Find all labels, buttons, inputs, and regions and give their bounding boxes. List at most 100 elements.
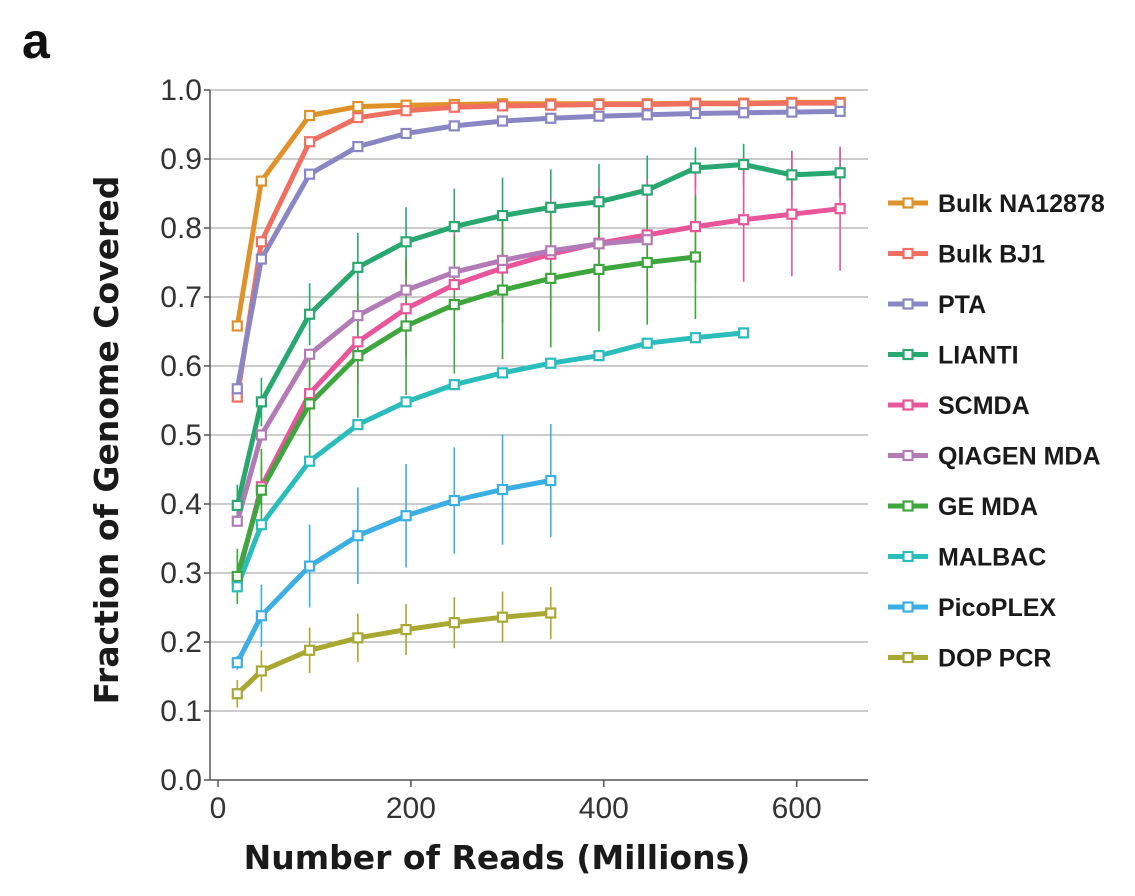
data-point-malbac <box>496 367 509 379</box>
data-point-scmda <box>448 278 460 291</box>
data-point-qiagen-mda <box>496 254 509 267</box>
legend-item-dop-pcr: DOP PCR <box>888 645 1051 673</box>
data-point-qiagen-mda <box>593 238 605 250</box>
data-point-dop-pcr <box>448 617 460 629</box>
legend-swatch-marker <box>902 550 914 563</box>
data-point-malbac <box>400 396 412 408</box>
data-point-dop-pcr <box>231 688 243 700</box>
legend-label: MALBAC <box>938 544 1046 572</box>
data-point-picoplex <box>496 483 509 496</box>
data-point-malbac <box>231 581 243 593</box>
y-tick-label: 0.0 <box>160 764 202 797</box>
data-point-malbac <box>255 519 268 531</box>
y-tick-label: 0.1 <box>160 695 202 728</box>
data-point-picoplex <box>400 510 412 522</box>
legend-item-scmda: SCMDA <box>888 392 1030 420</box>
y-axis-ticks: 0.0 0.1 0.2 0.3 0.4 0.5 0.6 0.7 0.8 0.9 1.0 <box>160 74 210 797</box>
data-point-ge-mda <box>689 251 702 263</box>
x-axis-title: Number of Reads (Millions) <box>244 838 751 877</box>
legend: Bulk NA12878 Bulk BJ1 PTA LIANTI SCMDA QIAGEN… <box>888 190 1105 673</box>
data-point-dop-pcr <box>545 607 557 619</box>
data-point-lianti <box>496 209 509 222</box>
data-point-pta <box>231 383 243 395</box>
data-point-qiagen-mda <box>545 245 557 257</box>
legend-item-lianti: LIANTI <box>888 342 1019 370</box>
x-tick-label: 600 <box>772 792 822 825</box>
legend-label: Bulk BJ1 <box>938 241 1045 269</box>
legend-label: Bulk NA12878 <box>938 190 1105 218</box>
legend-swatch-marker <box>902 348 914 361</box>
data-point-bulk-bj1 <box>545 99 557 111</box>
legend-swatch-marker <box>902 197 914 209</box>
data-point-lianti <box>786 169 798 181</box>
data-point-lianti <box>545 201 557 213</box>
legend-swatch-marker <box>902 247 914 260</box>
data-point-pta <box>834 105 846 117</box>
data-point-qiagen-mda <box>231 515 243 527</box>
data-point-ge-mda <box>400 320 412 332</box>
y-tick-label: 1.0 <box>160 74 202 107</box>
data-point-malbac <box>689 332 702 344</box>
x-tick-label: 0 <box>210 792 227 825</box>
y-tick-label: 0.2 <box>160 626 202 659</box>
data-point-qiagen-mda <box>641 234 653 246</box>
data-point-scmda <box>738 214 750 226</box>
data-point-bulk-na12878 <box>304 109 316 122</box>
data-point-qiagen-mda <box>304 348 316 360</box>
legend-item-picoplex: PicoPLEX <box>888 594 1056 622</box>
data-point-malbac <box>352 419 364 431</box>
legend-label: GE MDA <box>938 493 1038 521</box>
data-point-bulk-bj1 <box>738 98 750 110</box>
legend-swatch-marker <box>902 449 914 462</box>
data-point-lianti <box>304 308 316 320</box>
data-point-scmda <box>400 303 412 315</box>
legend-swatch-marker <box>902 651 914 664</box>
data-point-bulk-bj1 <box>448 101 460 113</box>
series-line-dop-pcr <box>234 610 554 697</box>
data-point-qiagen-mda <box>352 310 364 322</box>
legend-item-qiagen-mda: QIAGEN MDA <box>888 443 1101 471</box>
data-point-pta <box>448 120 460 132</box>
data-point-pta <box>255 253 268 265</box>
data-point-bulk-bj1 <box>593 98 605 111</box>
data-point-qiagen-mda <box>448 266 460 278</box>
data-point-scmda <box>786 208 798 220</box>
series-line-bulk-na12878 <box>234 99 843 329</box>
data-point-ge-mda <box>304 398 316 410</box>
data-point-malbac <box>448 379 460 391</box>
data-point-scmda <box>834 203 846 215</box>
data-point-ge-mda <box>255 484 268 496</box>
y-tick-label: 0.4 <box>160 488 202 521</box>
y-tick-label: 0.8 <box>160 212 202 245</box>
y-axis-title: Fraction of Genome Covered <box>87 176 126 705</box>
data-point-ge-mda <box>352 350 364 362</box>
data-point-lianti <box>448 221 460 233</box>
data-point-ge-mda <box>593 263 605 275</box>
series-line-qiagen-mda <box>234 237 650 524</box>
legend-item-pta: PTA <box>888 291 986 319</box>
y-tick-label: 0.7 <box>160 281 202 314</box>
data-point-bulk-na12878 <box>231 320 243 332</box>
data-point-lianti <box>352 261 364 273</box>
y-tick-label: 0.3 <box>160 557 202 590</box>
data-point-malbac <box>304 455 316 467</box>
data-point-qiagen-mda <box>255 429 268 441</box>
data-point-ge-mda <box>496 284 509 296</box>
data-point-bulk-bj1 <box>352 111 364 124</box>
data-point-bulk-bj1 <box>255 236 268 248</box>
legend-label: DOP PCR <box>938 645 1051 673</box>
data-point-dop-pcr <box>496 611 509 623</box>
data-point-bulk-bj1 <box>304 136 316 148</box>
panel-label: a <box>22 13 50 69</box>
data-point-malbac <box>545 357 557 369</box>
data-point-dop-pcr <box>304 644 316 656</box>
data-point-dop-pcr <box>255 665 268 677</box>
series-line-bulk-bj1 <box>234 100 843 400</box>
data-point-bulk-bj1 <box>641 98 653 111</box>
data-point-pta <box>738 107 750 119</box>
data-point-picoplex <box>352 530 364 542</box>
data-point-picoplex <box>304 560 316 572</box>
data-point-pta <box>689 107 702 120</box>
data-point-pta <box>593 110 605 122</box>
